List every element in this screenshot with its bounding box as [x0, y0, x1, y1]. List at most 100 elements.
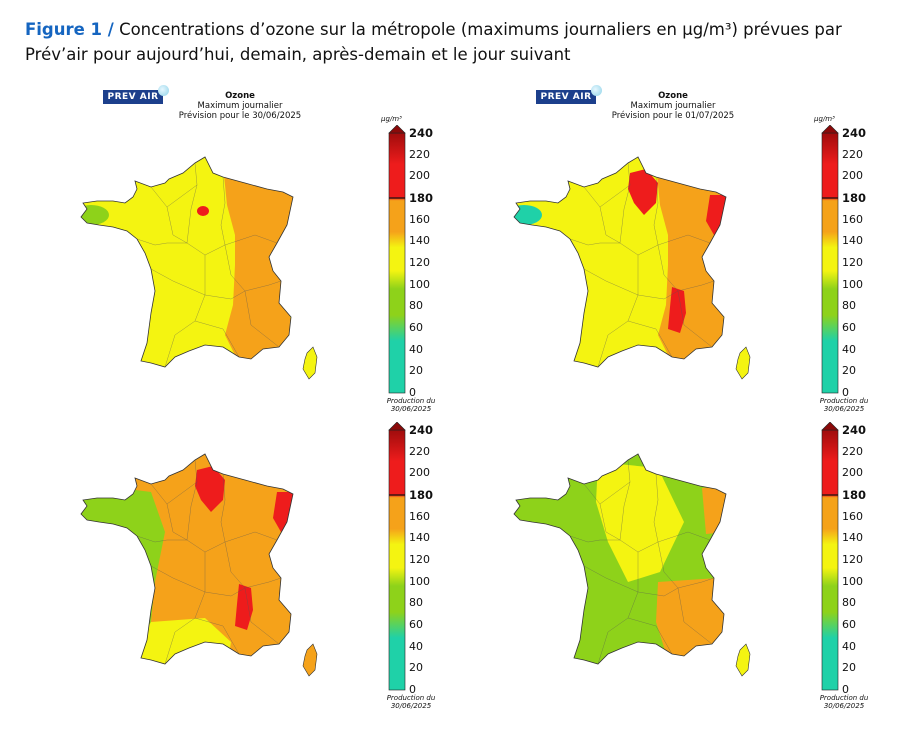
colorbar-tick-label: 80	[842, 596, 856, 610]
forecast-map-panel: PREV AIR Ozone Maximum journalier Prévis…	[55, 85, 455, 413]
colorbar-tick-label: 60	[409, 618, 423, 631]
colorbar-tick-label: 140	[409, 234, 430, 248]
corsica-island	[735, 643, 751, 677]
region-borders	[136, 162, 282, 368]
prevair-logo: PREV AIR	[536, 85, 602, 104]
production-date: Production du 30/06/2025	[819, 397, 869, 413]
region-border-line	[599, 481, 631, 505]
panel-pollutant: Ozone	[225, 91, 255, 101]
colorbar-tick-label: 0	[842, 386, 849, 399]
zone-south-yellow	[115, 618, 231, 664]
region-border-line	[150, 186, 188, 244]
colorbar-arrow	[388, 125, 406, 134]
colorbar-unit: µg/m³	[381, 115, 402, 123]
region-border-line	[583, 483, 621, 541]
prevair-logo-text: PREV AIR	[540, 92, 592, 102]
colorbar-tick-label: 240	[409, 423, 434, 437]
region-border-line	[677, 587, 713, 645]
corsica-island	[302, 346, 318, 380]
zone-brittany-tip	[514, 205, 542, 225]
colorbar-tick-label: 180	[409, 191, 434, 205]
colorbar-tick-label: 40	[409, 342, 423, 356]
colorbar-tick-label: 180	[409, 488, 434, 502]
region-border-line	[637, 587, 679, 597]
region-border-line	[220, 176, 226, 246]
colorbar-tick-label: 200	[409, 169, 430, 183]
colorbar-tick-label: 120	[409, 553, 430, 566]
colorbar-tick-label: 100	[409, 277, 430, 291]
colorbar-tick-label: 100	[842, 574, 863, 588]
region-border-line	[194, 320, 240, 358]
zone-paris-hotspot	[197, 206, 209, 216]
globe-icon	[591, 85, 602, 96]
colorbar-tick-label: 80	[409, 596, 423, 610]
region-border-line	[244, 587, 280, 645]
globe-icon	[158, 85, 169, 96]
forecast-map-panel: 240 220 200 180 160 140 120 100 80 60 40 20 0 Produc…	[55, 382, 455, 710]
prevair-logo: PREV AIR	[103, 85, 169, 104]
france-ozone-map	[80, 156, 318, 380]
colorbar-scale	[388, 132, 406, 394]
colorbar-tick-label: 220	[842, 147, 863, 161]
region-border-line	[627, 617, 673, 655]
region-border-line	[166, 481, 198, 505]
production-date: Production du 30/06/2025	[819, 694, 869, 710]
colorbar	[821, 125, 839, 394]
colorbar-tick-label: 120	[409, 256, 430, 269]
region-border-line	[204, 587, 246, 597]
zone-alsace-orange	[702, 486, 726, 534]
zone-rhone-red	[235, 584, 253, 630]
colorbar-tick-label: 0	[409, 386, 416, 399]
panel-title: Ozone Maximum journalier Prévision pour …	[140, 91, 340, 121]
zone-rhone-red	[668, 287, 686, 333]
colorbar-tick-label: 60	[842, 618, 856, 631]
colorbar-tick-label: 80	[409, 299, 423, 313]
forecast-map-panel: PREV AIR Ozone Maximum journalier Prévis…	[488, 85, 888, 413]
colorbar-tick-label: 200	[842, 466, 863, 480]
zone-east-orange	[223, 165, 293, 365]
region-borders	[569, 459, 715, 665]
figure-caption: Figure 1 / Concentrations d’ozone sur la…	[25, 17, 885, 67]
region-border-line	[186, 162, 198, 244]
region-border-line	[136, 238, 187, 246]
region-border-line	[637, 290, 679, 300]
colorbar-tick-label: 40	[409, 639, 423, 653]
colorbar-arrow	[821, 125, 839, 134]
colorbar-tick-label: 20	[409, 364, 423, 378]
colorbar-tick-label: 20	[842, 364, 856, 378]
colorbar-tick-label: 0	[409, 683, 416, 696]
france-ozone-map	[513, 156, 751, 380]
colorbar-tick-label: 140	[842, 234, 863, 248]
panel-subtitle: Maximum journalier	[630, 101, 716, 111]
colorbar-tick-label: 140	[842, 531, 863, 545]
colorbar-tick-label: 180	[842, 191, 867, 205]
france-border	[80, 156, 294, 368]
colorbar-tick-label: 240	[409, 126, 434, 140]
region-borders	[569, 162, 715, 368]
france-ozone-map	[513, 453, 751, 677]
panel-subtitle: Maximum journalier	[197, 101, 283, 111]
region-border-line	[619, 459, 631, 541]
colorbar-tick-label: 80	[842, 299, 856, 313]
colorbar-tick-label: 40	[842, 639, 856, 653]
colorbar-tick-label: 120	[842, 256, 863, 269]
region-border-line	[583, 186, 621, 244]
colorbar-scale	[388, 429, 406, 691]
colorbar-tick-label: 20	[409, 661, 423, 675]
region-border-line	[244, 290, 280, 348]
region-border-line	[150, 565, 206, 593]
colorbar-arrow	[821, 422, 839, 431]
colorbar-tick-label: 20	[842, 661, 856, 675]
colorbar-tick-label: 60	[842, 321, 856, 334]
colorbar-tick-label: 100	[409, 574, 430, 588]
region-border-line	[204, 290, 246, 300]
region-border-line	[583, 268, 639, 296]
colorbar-tick-label: 160	[409, 212, 430, 226]
zone-north-red	[195, 466, 225, 512]
region-border-line	[599, 184, 631, 208]
zone-brittany-tip	[81, 205, 109, 225]
zone-center-yellow	[596, 462, 684, 582]
region-border-line	[220, 473, 226, 543]
zone-north-red	[628, 169, 658, 215]
map-base-fill	[514, 157, 726, 367]
